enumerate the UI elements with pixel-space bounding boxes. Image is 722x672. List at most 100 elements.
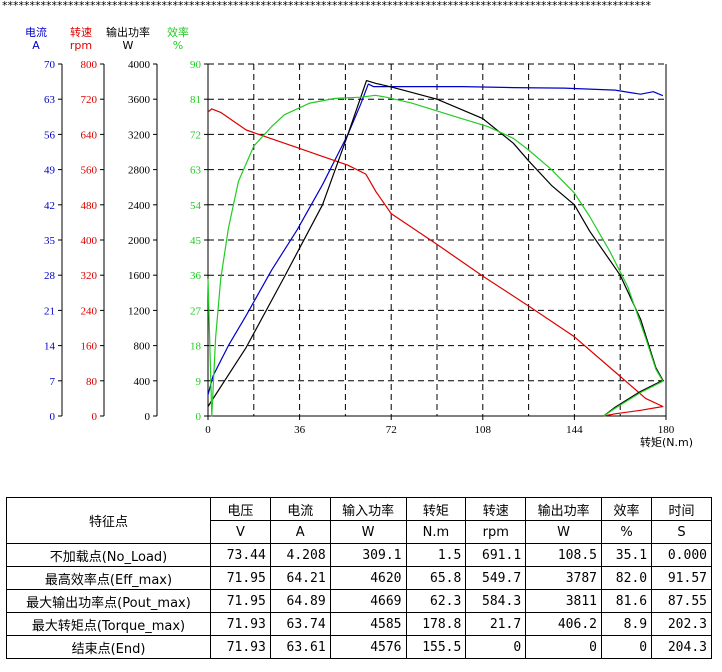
table-cell: 202.3 bbox=[651, 612, 712, 636]
col-unit: % bbox=[600, 520, 653, 544]
tick-label: 63 bbox=[190, 165, 202, 177]
table-cell: 71.93 bbox=[210, 612, 271, 636]
row-label: 最大转矩点(Torque_max) bbox=[6, 612, 211, 636]
table-cell: 81.6 bbox=[600, 589, 653, 613]
tick-label: 0 bbox=[145, 411, 151, 423]
tick-label: 72 bbox=[190, 129, 201, 141]
col-unit: W bbox=[329, 520, 407, 544]
tick-label: 0 bbox=[50, 411, 56, 423]
col-unit: S bbox=[651, 520, 712, 544]
table-cell: 91.57 bbox=[651, 566, 712, 590]
col-unit: A bbox=[269, 520, 331, 544]
table-cell: 0.000 bbox=[651, 543, 712, 567]
tick-label: 0 bbox=[196, 411, 202, 423]
table-cell: 64.89 bbox=[269, 589, 331, 613]
tick-label: 400 bbox=[81, 235, 98, 247]
table-cell: 1.5 bbox=[405, 543, 467, 567]
tick-label: 4000 bbox=[128, 59, 151, 71]
tick-label: 21 bbox=[44, 305, 55, 317]
tick-label: 3600 bbox=[128, 94, 151, 106]
row-label: 最大输出功率点(Pout_max) bbox=[6, 589, 211, 613]
tick-label: 35 bbox=[44, 235, 56, 247]
table-row: 最大输出功率点(Pout_max) 71.95 64.89 4669 62.3 584.3… bbox=[6, 589, 712, 613]
table-cell: 584.3 bbox=[465, 589, 527, 613]
tick-label: 36 bbox=[190, 270, 202, 282]
grid-layer bbox=[208, 63, 666, 416]
tick-label: 28 bbox=[44, 270, 56, 282]
tick-label: 7 bbox=[50, 376, 56, 388]
tick-label: 80 bbox=[86, 376, 98, 388]
table-row: 不加载点(No_Load) 73.44 4.208 309.1 1.5 691.1 108.… bbox=[6, 543, 712, 567]
table-cell: 309.1 bbox=[329, 543, 407, 567]
tick-label: 9 bbox=[196, 376, 202, 388]
tick-label: 2000 bbox=[128, 235, 151, 247]
row-label: 不加载点(No_Load) bbox=[6, 543, 211, 567]
table-cell: 87.55 bbox=[651, 589, 712, 613]
table-cell: 71.95 bbox=[210, 566, 271, 590]
summary-table: 特征点 电压 电流 输入功率 转矩 转速 输出功率 效率 时间 V A W N.… bbox=[6, 497, 712, 659]
tick-label: 560 bbox=[81, 165, 98, 177]
tick-label: 720 bbox=[81, 94, 98, 106]
table-cell: 204.3 bbox=[651, 635, 712, 659]
table-cell: 3787 bbox=[525, 566, 602, 590]
tick-label: 0 bbox=[92, 411, 98, 423]
col-header: 电压 bbox=[210, 497, 271, 521]
x-tick-label: 144 bbox=[566, 424, 583, 436]
table-cell: 63.74 bbox=[269, 612, 331, 636]
axis-header-unit: % bbox=[173, 39, 183, 52]
table-cell: 8.9 bbox=[600, 612, 653, 636]
axis-header-name: 转速 bbox=[70, 25, 92, 39]
tick-label: 400 bbox=[134, 376, 151, 388]
table-row: 结束点(End) 71.93 63.61 4576 155.5 0 0 0 204.3 bbox=[6, 635, 712, 659]
col-header: 输出功率 bbox=[525, 497, 602, 521]
series-layer bbox=[207, 79, 664, 417]
tick-label: 2400 bbox=[128, 200, 151, 212]
axis-header-name: 电流 bbox=[25, 25, 47, 39]
tick-label: 42 bbox=[44, 200, 55, 212]
tick-label: 3200 bbox=[128, 129, 151, 141]
axis-header-unit: W bbox=[123, 39, 134, 52]
table-cell: 406.2 bbox=[525, 612, 602, 636]
tick-label: 56 bbox=[44, 129, 56, 141]
tick-label: 800 bbox=[134, 341, 151, 353]
tick-label: 18 bbox=[190, 341, 202, 353]
x-axis-label: 转矩(N.m) bbox=[640, 435, 693, 449]
table-cell: 65.8 bbox=[405, 566, 467, 590]
table-cell: 4576 bbox=[329, 635, 407, 659]
series-line-2 bbox=[207, 79, 664, 417]
table-row: 最高效率点(Eff_max) 71.95 64.21 4620 65.8 549.7 378… bbox=[6, 566, 712, 590]
col-header: 时间 bbox=[651, 497, 712, 521]
table-cell: 21.7 bbox=[465, 612, 527, 636]
tick-label: 90 bbox=[190, 59, 202, 71]
axis-header-unit: rpm bbox=[70, 39, 92, 52]
tick-label: 27 bbox=[190, 305, 202, 317]
axis-header-name: 输出功率 bbox=[106, 25, 150, 39]
x-tick-label: 36 bbox=[294, 424, 306, 436]
tick-label: 63 bbox=[44, 94, 56, 106]
table-cell: 0 bbox=[465, 635, 527, 659]
tick-label: 640 bbox=[81, 129, 98, 141]
table-cell: 62.3 bbox=[405, 589, 467, 613]
table-cell: 178.8 bbox=[405, 612, 467, 636]
series-line-3 bbox=[207, 94, 664, 417]
tick-label: 320 bbox=[81, 270, 98, 282]
col-unit: W bbox=[525, 520, 602, 544]
col-unit: V bbox=[210, 520, 271, 544]
x-tick-label: 108 bbox=[475, 424, 492, 436]
series-line-0 bbox=[207, 83, 664, 396]
x-tick-label: 180 bbox=[658, 424, 675, 436]
tick-label: 800 bbox=[81, 59, 98, 71]
col-header: 电流 bbox=[269, 497, 331, 521]
table-cell: 63.61 bbox=[269, 635, 331, 659]
table-cell: 0 bbox=[600, 635, 653, 659]
table-cell: 4620 bbox=[329, 566, 407, 590]
table-cell: 71.93 bbox=[210, 635, 271, 659]
x-tick-label: 0 bbox=[205, 424, 211, 436]
row-label: 最高效率点(Eff_max) bbox=[6, 566, 211, 590]
table-cell: 4585 bbox=[329, 612, 407, 636]
tick-label: 160 bbox=[81, 341, 98, 353]
table-cell: 108.5 bbox=[525, 543, 602, 567]
table-row: 最大转矩点(Torque_max) 71.93 63.74 4585 178.8 21.7… bbox=[6, 612, 712, 636]
tick-label: 1200 bbox=[128, 305, 151, 317]
